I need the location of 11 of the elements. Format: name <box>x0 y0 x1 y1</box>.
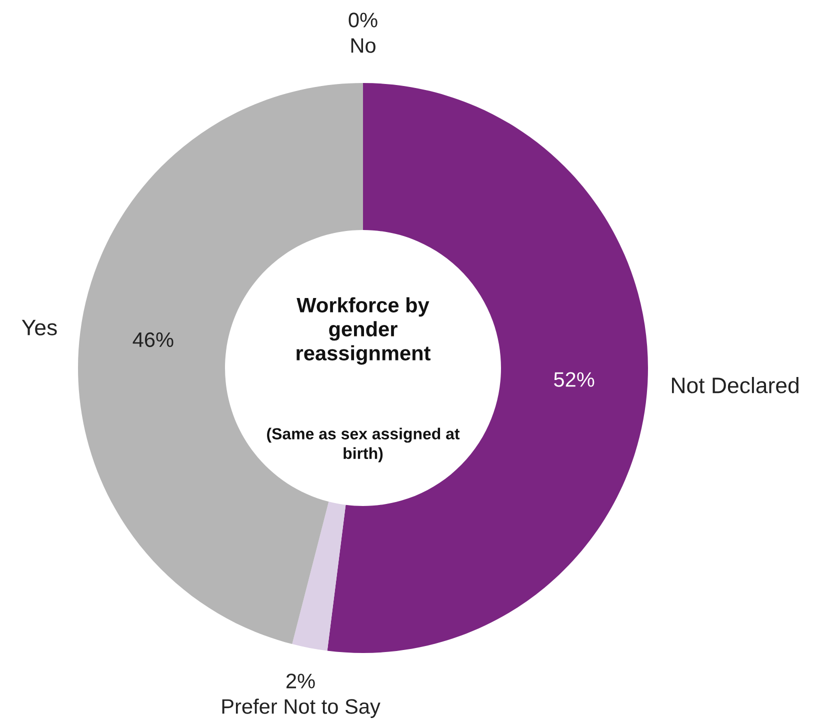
text: (Same as sex assigned at birth) <box>267 428 460 462</box>
data-label: 46% <box>132 332 174 348</box>
category-label: No <box>351 38 376 53</box>
slice-label: Prefer Not to Say <box>222 698 380 718</box>
data-label: 2% <box>286 674 315 688</box>
text: 0% <box>348 12 378 28</box>
donut-slice <box>292 502 346 651</box>
data-label: 52% <box>554 372 594 387</box>
text: Workforce by gender reassignment <box>296 297 430 365</box>
slice-label: Yes <box>22 320 57 336</box>
slice-label: Not Declared <box>672 376 798 394</box>
